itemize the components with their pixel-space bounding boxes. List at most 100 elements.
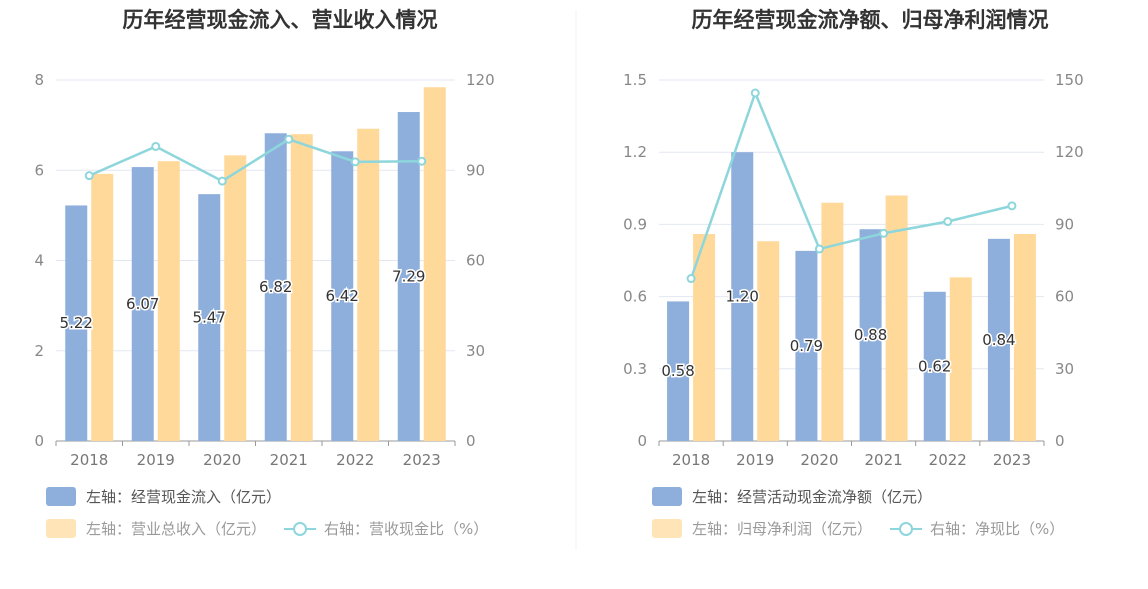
chart1-bar-value-label: 6.82: [259, 278, 292, 296]
chart1-ratio-point: [417, 156, 427, 166]
chart1-right-tick-label: 60: [466, 252, 485, 270]
chart1-bar-secondary: [157, 161, 180, 441]
chart2-legend-label-primary: 左轴：经营活动现金流净额（亿元）: [692, 488, 932, 506]
chart1-legend-line-marker: [293, 522, 308, 536]
chart1-right-tick-label: 30: [466, 342, 485, 360]
chart1-bar-secondary: [224, 155, 247, 441]
chart1-bar-value-label: 6.42: [326, 287, 359, 305]
chart1-x-tick-label: 2022: [336, 451, 374, 469]
chart2-left-tick-label: 0.9: [623, 215, 647, 233]
chart2-x-tick-label: 2018: [672, 451, 710, 469]
chart1-bar-primary: [65, 205, 88, 441]
chart1-legend-swatch-secondary: [46, 519, 76, 538]
chart1-bar-secondary: [91, 173, 114, 442]
chart2-bar-secondary: [885, 195, 908, 441]
chart2-bar-primary: [667, 301, 690, 441]
chart1-left-tick-label: 4: [34, 252, 44, 270]
chart2-ratio-point: [943, 217, 953, 227]
chart2-bar-value-label: 0.79: [790, 337, 823, 355]
chart1-x-tick-label: 2018: [70, 451, 108, 469]
chart2-bar-value-label: 0.88: [854, 326, 887, 344]
chart2-bar-secondary: [949, 277, 972, 441]
chart2-x-tick-label: 2021: [864, 451, 902, 469]
chart1-left-tick-label: 2: [34, 342, 44, 360]
chart1-right-tick-label: 90: [466, 161, 485, 179]
chart1-bar-value-label: 5.22: [60, 314, 93, 332]
chart1-left-tick-label: 6: [34, 161, 44, 179]
chart2-bar-secondary: [821, 202, 844, 441]
chart1-legend-label-line: 右轴：营收现金比（%）: [324, 520, 488, 538]
chart1-ratio-line: [88, 137, 422, 183]
chart2-left-tick-label: 0.6: [623, 288, 647, 306]
chart2-ratio-point: [686, 274, 696, 284]
chart2-right-tick-label: 90: [1055, 215, 1074, 233]
chart2-bar-secondary: [693, 234, 716, 441]
chart1-ratio-point: [284, 134, 294, 144]
chart1-bar-secondary: [423, 87, 446, 441]
chart2-left-tick-label: 1.5: [623, 71, 647, 89]
chart2-bar-value-label: 1.20: [726, 288, 759, 306]
chart1-x-tick-label: 2020: [203, 451, 241, 469]
chart2-bar-value-label: 0.84: [982, 331, 1015, 349]
chart2-ratio-line: [689, 89, 1013, 279]
chart1-bar-primary: [397, 112, 420, 441]
chart1-right-tick-label: 0: [466, 432, 476, 450]
chart2-right-tick-label: 30: [1055, 360, 1074, 378]
chart2-ratio-point: [879, 228, 889, 238]
chart2-bar-primary: [731, 152, 754, 441]
chart2-bar-primary: [923, 291, 946, 441]
chart1-bar-primary: [198, 194, 221, 441]
chart2-ratio-point: [1007, 201, 1017, 211]
chart2-right-tick-label: 150: [1055, 71, 1084, 89]
chart2-bar-value-label: 0.62: [918, 357, 951, 375]
chart2-bar-secondary: [1013, 234, 1036, 441]
chart2-bar-value-label: 0.58: [661, 362, 694, 380]
chart1-x-tick-label: 2021: [270, 451, 308, 469]
chart2-x-tick-label: 2022: [929, 451, 967, 469]
chart1-bar-secondary: [357, 128, 380, 442]
chart2-left-tick-label: 0: [637, 432, 647, 450]
chart2-bar-primary: [987, 238, 1010, 441]
chart1-bar-secondary: [290, 134, 313, 441]
chart1-legend-label-secondary: 左轴：营业总收入（亿元）: [86, 520, 266, 538]
chart2-x-tick-label: 2023: [993, 451, 1031, 469]
chart2-x-tick-label: 2020: [800, 451, 838, 469]
chart2-legend-label-secondary: 左轴：归母净利润（亿元）: [692, 520, 872, 538]
chart2-title: 历年经营现金流净额、归母净利润情况: [692, 8, 1049, 32]
chart2-ratio-point: [750, 88, 760, 98]
chart1-left-tick-label: 8: [34, 71, 44, 89]
chart1-bar-value-label: 5.47: [193, 309, 226, 327]
chart2-legend-line-marker: [899, 522, 914, 536]
chart1-bar-primary: [331, 151, 354, 442]
chart1-ratio-point: [151, 141, 161, 151]
chart1-bar-value-label: 6.07: [126, 295, 159, 313]
chart2-legend-swatch-primary: [652, 487, 682, 506]
chart1-legend-label-primary: 左轴：经营现金流入（亿元）: [86, 488, 281, 506]
chart1-x-tick-label: 2019: [137, 451, 175, 469]
chart2-bar-primary: [795, 250, 818, 441]
chart2-ratio-point: [814, 244, 824, 254]
chart2-bar-primary: [859, 229, 882, 441]
chart1-right-tick-label: 120: [466, 71, 495, 89]
chart2-left-tick-label: 1.2: [623, 143, 647, 161]
chart1-ratio-point: [217, 176, 227, 186]
chart2-legend-label-line: 右轴：净现比（%）: [930, 520, 1064, 538]
chart2-bar-secondary: [757, 241, 780, 441]
chart2-x-tick-label: 2019: [736, 451, 774, 469]
chart2-legend-swatch-secondary: [652, 519, 682, 538]
chart2-right-tick-label: 60: [1055, 288, 1074, 306]
chart1-ratio-point: [350, 157, 360, 167]
chart1-bar-value-label: 7.29: [392, 268, 425, 286]
chart1-legend-swatch-primary: [46, 487, 76, 506]
chart2-right-tick-label: 120: [1055, 143, 1084, 161]
chart1-left-tick-label: 0: [34, 432, 44, 450]
chart1-bar-primary: [131, 167, 154, 441]
chart1-bar-primary: [264, 133, 287, 441]
chart1-title: 历年经营现金流入、营业收入情况: [123, 8, 438, 32]
chart2-left-tick-label: 0.3: [623, 360, 647, 378]
chart1-ratio-point: [84, 171, 94, 181]
chart2-right-tick-label: 0: [1055, 432, 1065, 450]
chart1-x-tick-label: 2023: [403, 451, 441, 469]
